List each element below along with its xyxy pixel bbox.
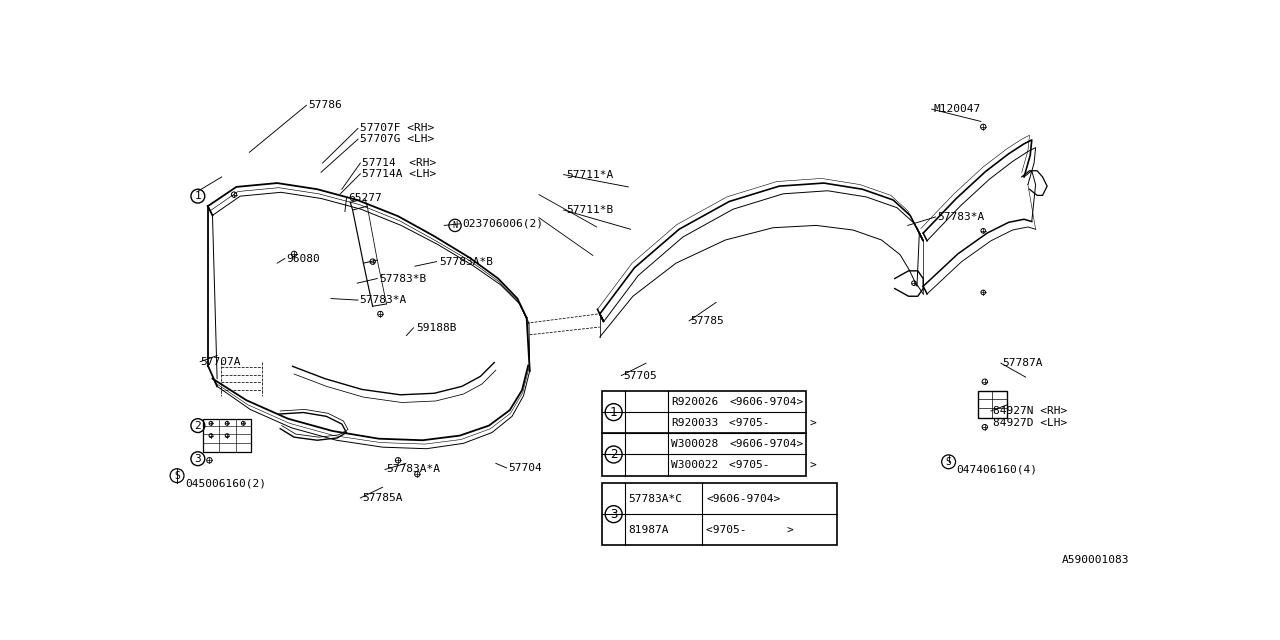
Text: <9705-      >: <9705- > (730, 460, 817, 470)
Text: 57707G <LH>: 57707G <LH> (360, 134, 434, 144)
Text: 84927D <LH>: 84927D <LH> (993, 417, 1068, 428)
Text: <9705-      >: <9705- > (730, 418, 817, 428)
Text: 57704: 57704 (508, 463, 541, 473)
Text: 59188B: 59188B (416, 323, 456, 333)
Text: 2: 2 (609, 448, 617, 461)
Text: 3: 3 (195, 454, 201, 464)
Text: R920033: R920033 (672, 418, 718, 428)
Text: W300028: W300028 (672, 439, 718, 449)
Text: 57783A*B: 57783A*B (439, 257, 493, 267)
Text: 57707F <RH>: 57707F <RH> (360, 124, 434, 133)
Text: 65277: 65277 (348, 193, 381, 204)
Bar (602, 483, 837, 545)
Text: 57783A*A: 57783A*A (387, 465, 440, 474)
Text: 81987A: 81987A (628, 525, 668, 534)
Text: M120047: M120047 (933, 104, 980, 114)
Text: <9606-9704>: <9606-9704> (730, 439, 804, 449)
Text: 57711*B: 57711*B (566, 205, 613, 215)
Text: <9705-      >: <9705- > (707, 525, 794, 534)
Bar (602, 391, 806, 476)
Text: S: S (946, 457, 951, 467)
Text: 57707A: 57707A (200, 356, 241, 367)
Text: 57786: 57786 (308, 100, 342, 110)
Text: 84927N <RH>: 84927N <RH> (993, 406, 1068, 416)
Text: 047406160(4): 047406160(4) (956, 465, 1037, 474)
Text: 96080: 96080 (287, 253, 320, 264)
Bar (978, 391, 1007, 418)
Text: A590001083: A590001083 (1062, 556, 1129, 565)
Text: 57785: 57785 (691, 316, 724, 326)
Text: 023706006(2): 023706006(2) (462, 219, 543, 229)
Text: R920026: R920026 (672, 397, 718, 406)
Text: 1: 1 (609, 406, 617, 419)
Text: 57783*B: 57783*B (379, 273, 426, 284)
Text: 57783A*C: 57783A*C (628, 494, 682, 504)
Text: S: S (174, 470, 180, 481)
Bar (204, 419, 251, 452)
Text: 57785A: 57785A (362, 493, 402, 503)
Text: 045006160(2): 045006160(2) (184, 478, 266, 488)
Text: 57714  <RH>: 57714 <RH> (362, 158, 436, 168)
Text: 57787A: 57787A (1002, 358, 1043, 368)
Text: 57783*A: 57783*A (937, 212, 984, 222)
Text: 1: 1 (195, 191, 201, 201)
Text: N: N (453, 221, 457, 230)
Text: 57711*A: 57711*A (566, 170, 613, 180)
Text: 57783*A: 57783*A (360, 295, 407, 305)
Text: 57705: 57705 (623, 371, 658, 381)
Text: <9606-9704>: <9606-9704> (730, 397, 804, 406)
Text: W300022: W300022 (672, 460, 718, 470)
Text: 3: 3 (609, 508, 617, 521)
Text: 2: 2 (195, 420, 201, 431)
Text: <9606-9704>: <9606-9704> (707, 494, 781, 504)
Text: 57714A <LH>: 57714A <LH> (362, 169, 436, 179)
